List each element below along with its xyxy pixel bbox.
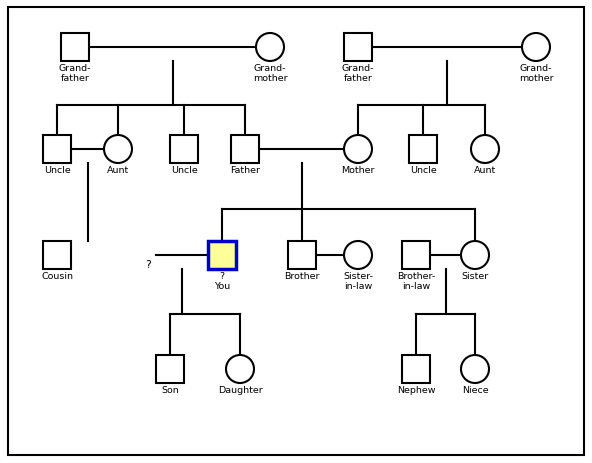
Circle shape [226, 355, 254, 383]
Text: Grand-
mother: Grand- mother [519, 64, 554, 83]
Bar [208, 242, 236, 269]
Text: Sister-
in-law: Sister- in-law [343, 271, 373, 291]
Text: Cousin: Cousin [41, 271, 73, 281]
Text: Uncle: Uncle [170, 166, 197, 175]
Text: Brother-
in-law: Brother- in-law [397, 271, 435, 291]
Text: Grand-
father: Grand- father [342, 64, 374, 83]
Circle shape [461, 355, 489, 383]
Bar [344, 34, 372, 62]
Bar [409, 136, 437, 163]
Text: Daughter: Daughter [218, 385, 262, 394]
Text: Father: Father [230, 166, 260, 175]
Bar [43, 242, 71, 269]
Text: Aunt: Aunt [107, 166, 129, 175]
Text: Uncle: Uncle [44, 166, 70, 175]
Circle shape [522, 34, 550, 62]
Circle shape [461, 242, 489, 269]
Text: Niece: Niece [462, 385, 488, 394]
Text: Brother: Brother [284, 271, 320, 281]
Bar [43, 136, 71, 163]
Bar [156, 355, 184, 383]
Circle shape [104, 136, 132, 163]
Text: Uncle: Uncle [410, 166, 436, 175]
Bar [61, 34, 89, 62]
Bar [170, 136, 198, 163]
Text: Nephew: Nephew [397, 385, 435, 394]
Bar [231, 136, 259, 163]
Circle shape [256, 34, 284, 62]
Text: ?: ? [145, 259, 151, 269]
Circle shape [471, 136, 499, 163]
Text: Sister: Sister [461, 271, 488, 281]
Text: Grand-
mother: Grand- mother [253, 64, 287, 83]
Text: ?
You: ? You [214, 271, 230, 291]
Text: Mother: Mother [341, 166, 375, 175]
Circle shape [344, 136, 372, 163]
Bar [288, 242, 316, 269]
Text: Son: Son [161, 385, 179, 394]
Bar [402, 242, 430, 269]
Text: Aunt: Aunt [474, 166, 496, 175]
Circle shape [344, 242, 372, 269]
Text: Grand-
father: Grand- father [59, 64, 91, 83]
Bar [402, 355, 430, 383]
